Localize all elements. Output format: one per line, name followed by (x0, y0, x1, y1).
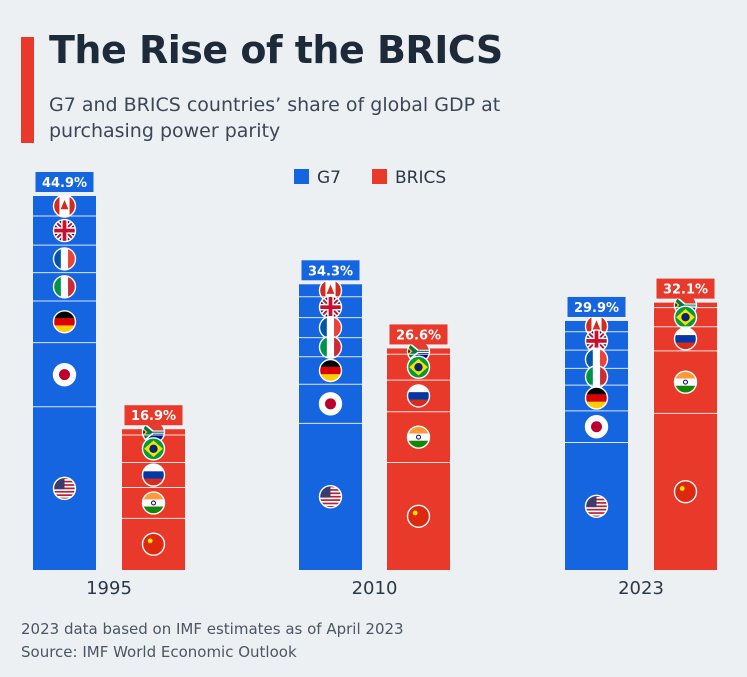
de-flag-icon (584, 386, 609, 410)
value-label: 32.1% (663, 283, 708, 298)
br-flag-icon (673, 305, 698, 329)
gb-flag-icon (318, 295, 343, 319)
gb-flag-icon (52, 218, 77, 243)
ca-flag-icon (52, 194, 77, 218)
value-label-bg (567, 296, 626, 317)
x-tick-label: 1995 (86, 578, 132, 599)
jp-flag-icon (318, 392, 343, 416)
value-label: 16.9% (131, 409, 176, 424)
legend-swatch-g7 (294, 169, 309, 184)
cn-flag-icon (406, 504, 431, 528)
value-label-bg (656, 278, 715, 299)
jp-flag-icon (52, 362, 77, 387)
jp-flag-icon (584, 415, 609, 439)
footnote: 2023 data based on IMF estimates as of A… (21, 618, 404, 664)
gb-flag-icon (584, 329, 609, 353)
in-flag-icon (141, 491, 166, 515)
accent-bar (21, 37, 34, 143)
legend-swatch-brics (372, 169, 387, 184)
fr-flag-icon (318, 315, 343, 340)
value-label-bg (35, 172, 94, 192)
x-tick-label: 2023 (618, 578, 664, 599)
value-label-bg (389, 324, 448, 345)
br-flag-icon (406, 355, 431, 379)
bar-brics-2010 (387, 348, 450, 570)
us-flag-icon (318, 484, 343, 509)
br-flag-icon (141, 437, 166, 461)
it-flag-icon (318, 335, 343, 359)
value-label: 34.3% (308, 264, 353, 279)
value-label: 29.9% (574, 301, 619, 316)
x-tick-label: 2010 (352, 578, 398, 599)
value-label-bg (124, 405, 183, 426)
it-flag-icon (52, 275, 77, 299)
fr-flag-icon (52, 247, 77, 271)
in-flag-icon (673, 370, 698, 394)
in-flag-icon (406, 425, 431, 449)
us-flag-icon (52, 476, 77, 501)
value-label-bg (301, 260, 360, 281)
ru-flag-icon (141, 463, 166, 487)
ru-flag-icon (673, 327, 698, 351)
source-note: Source: IMF World Economic Outlook (21, 643, 297, 661)
us-flag-icon (584, 494, 609, 518)
cn-flag-icon (141, 532, 166, 556)
cn-flag-icon (673, 480, 698, 504)
legend-label-brics: BRICS (395, 168, 446, 188)
de-flag-icon (318, 358, 343, 383)
value-label: 44.9% (42, 176, 87, 191)
chart-subtitle: G7 and BRICS countries’ share of global … (49, 94, 501, 142)
it-flag-icon (584, 365, 609, 389)
de-flag-icon (52, 310, 77, 334)
chart-title: The Rise of the BRICS (49, 28, 503, 72)
data-note: 2023 data based on IMF estimates as of A… (21, 620, 404, 638)
value-label: 26.6% (396, 328, 441, 343)
legend-label-g7: G7 (317, 168, 341, 188)
ru-flag-icon (406, 384, 431, 408)
